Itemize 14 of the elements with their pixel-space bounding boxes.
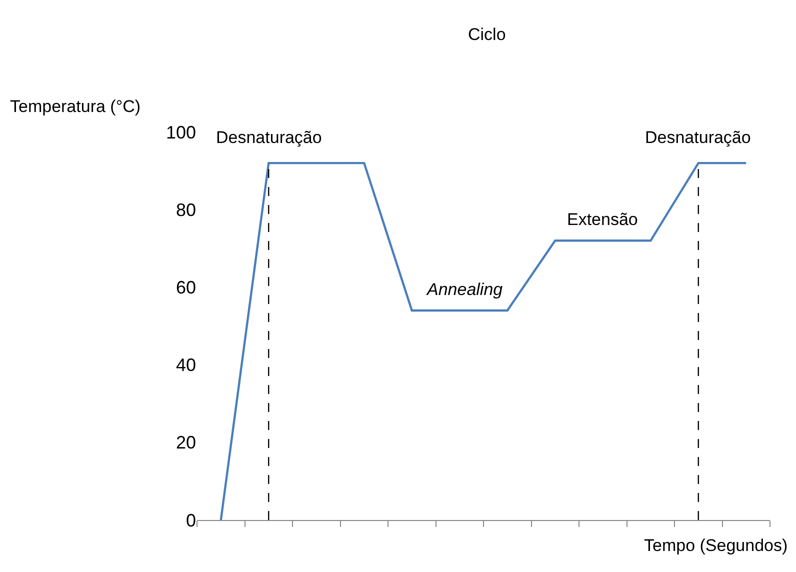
x-axis-title: Tempo (Segundos) bbox=[644, 536, 788, 555]
y-tick-label: 0 bbox=[186, 510, 196, 530]
line-series bbox=[220, 162, 748, 520]
annotation: Annealing bbox=[426, 280, 504, 299]
y-axis-title: Temperatura (°C) bbox=[10, 97, 141, 116]
y-tick-label: 60 bbox=[176, 278, 196, 298]
annotation: Extensão bbox=[567, 210, 638, 229]
annotation: Desnaturação bbox=[216, 128, 322, 147]
text: Ciclo bbox=[468, 25, 506, 44]
y-tick-label: 80 bbox=[176, 200, 196, 220]
y-tick-label: 100 bbox=[166, 122, 196, 142]
y-tick-label: 20 bbox=[176, 432, 196, 453]
y-tick-label: 40 bbox=[176, 355, 196, 376]
annotation: Desnaturação bbox=[645, 128, 751, 147]
